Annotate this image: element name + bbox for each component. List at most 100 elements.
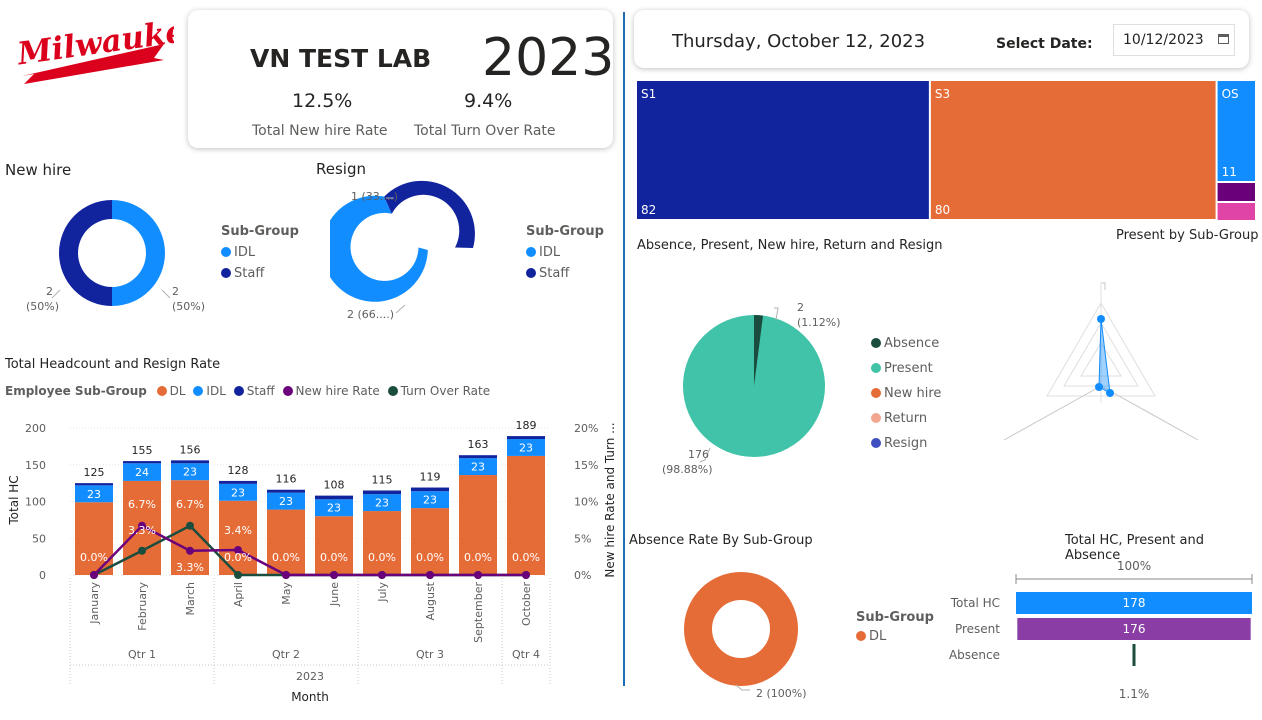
treemap-tile-label: S3	[935, 87, 950, 101]
new-hire-rate-point[interactable]	[426, 571, 434, 579]
legend-item-staff[interactable]: Staff	[526, 266, 604, 281]
bar-idl[interactable]	[507, 439, 545, 456]
resign-idl-slice[interactable]	[330, 195, 428, 302]
y-axis-label: Total HC	[7, 475, 21, 525]
bar-dl[interactable]	[267, 509, 305, 575]
new-hire-rate-point[interactable]	[378, 571, 386, 579]
bar-staff[interactable]	[459, 455, 497, 459]
bar-idl[interactable]	[171, 463, 209, 481]
legend-item-dl[interactable]: DL	[156, 384, 186, 398]
bar-staff[interactable]	[171, 460, 209, 464]
legend-item-turnover-rate[interactable]: Turn Over Rate	[387, 384, 490, 398]
y-tick-label: 50	[32, 532, 46, 545]
bar-dl[interactable]	[75, 502, 113, 575]
new-hire-rate-point[interactable]	[330, 571, 338, 579]
x-tick-label: April	[232, 582, 245, 607]
new-hire-rate-point[interactable]	[282, 571, 290, 579]
new-hire-rate-point[interactable]	[474, 571, 482, 579]
total-data-label: 163	[468, 438, 489, 451]
new-hire-rate-value: 12.5%	[292, 90, 353, 112]
dl-slice[interactable]	[684, 572, 798, 686]
bar-dl[interactable]	[507, 455, 545, 575]
funnel-bar[interactable]	[1132, 644, 1136, 666]
bar-idl[interactable]	[75, 485, 113, 503]
rate-data-label: 0.0%	[80, 551, 108, 564]
bar-dl[interactable]	[459, 475, 497, 575]
treemap-tile-s3[interactable]	[930, 81, 1216, 219]
radar-point[interactable]	[1106, 389, 1114, 397]
legend-item-staff[interactable]: Staff	[221, 266, 299, 281]
x-axis-label: Month	[291, 690, 329, 704]
legend-item-idl[interactable]: IDL	[526, 245, 604, 260]
bar-staff[interactable]	[219, 480, 257, 484]
bar-dl[interactable]	[315, 516, 353, 575]
absence-rate-title: Absence Rate By Sub-Group	[629, 533, 813, 548]
legend-item-staff[interactable]: Staff	[233, 384, 275, 398]
resign-donut: 1 (33....) 2 (66....)	[330, 180, 475, 321]
legend-item-idl[interactable]: IDL	[221, 245, 299, 260]
legend-item-resign[interactable]: Resign	[871, 431, 941, 456]
total-data-label: 115	[372, 473, 393, 486]
calendar-icon[interactable]	[1218, 34, 1229, 44]
legend-item-new-hire-rate[interactable]: New hire Rate	[282, 384, 380, 398]
turnover-rate-point[interactable]	[234, 571, 242, 579]
section-divider	[623, 12, 625, 686]
resign-staff-slice[interactable]	[384, 180, 475, 248]
total-data-label: 119	[420, 471, 441, 484]
legend-item-return[interactable]: Return	[871, 406, 941, 431]
funnel-bar[interactable]	[1016, 592, 1252, 614]
radar-point[interactable]	[1097, 315, 1105, 323]
radar-point[interactable]	[1095, 383, 1103, 391]
present-by-subgroup-title: Present by Sub-Group	[1116, 228, 1259, 243]
bar-idl[interactable]	[123, 463, 161, 481]
headcount-chart-title: Total Headcount and Resign Rate	[5, 357, 221, 372]
bar-staff[interactable]	[75, 483, 113, 486]
new-hire-rate-point[interactable]	[90, 571, 98, 579]
treemap-tile-value: 80	[935, 203, 950, 217]
funnel-bar[interactable]	[1017, 618, 1251, 640]
rate-data-label: 0.0%	[368, 551, 396, 564]
legend-item-idl[interactable]: IDL	[193, 384, 226, 398]
legend-item-new-hire[interactable]: New hire	[871, 381, 941, 406]
quarter-label: Qtr 4	[512, 648, 540, 661]
new-hire-rate-point[interactable]	[138, 521, 146, 530]
legend-item-present[interactable]: Present	[871, 356, 941, 381]
legend-item-dl[interactable]: DL	[856, 629, 934, 644]
treemap-tile-os[interactable]	[1217, 81, 1255, 181]
new-hire-rate-point[interactable]	[234, 546, 242, 555]
bar-staff[interactable]	[123, 461, 161, 464]
rate-data-label: 0.0%	[464, 551, 492, 564]
treemap-tile-s1[interactable]	[637, 81, 929, 219]
bar-idl[interactable]	[315, 499, 353, 517]
new-hire-idl-slice[interactable]	[112, 200, 165, 306]
new-hire-staff-slice[interactable]	[59, 200, 112, 306]
bar-idl[interactable]	[267, 492, 305, 510]
new-hire-rate-point[interactable]	[522, 571, 530, 579]
bar-staff[interactable]	[507, 436, 545, 440]
treemap-tile-small[interactable]	[1217, 183, 1255, 201]
new-hire-rate-line	[93, 524, 526, 577]
treemap-tile-small[interactable]	[1217, 203, 1255, 220]
new-hire-legend: Sub-Group IDL Staff	[221, 224, 299, 281]
absence-slice[interactable]	[754, 315, 763, 386]
idl-data-label: 23	[327, 502, 341, 515]
new-hire-rate-point[interactable]	[186, 546, 194, 555]
bar-idl[interactable]	[363, 494, 401, 512]
bar-dl[interactable]	[363, 511, 401, 575]
turnover-rate-point[interactable]	[186, 521, 194, 530]
bar-staff[interactable]	[363, 490, 401, 495]
bar-staff[interactable]	[267, 489, 305, 493]
idl-data-label: 23	[519, 441, 533, 454]
idl-data-label: 23	[87, 488, 101, 501]
bar-staff[interactable]	[315, 495, 353, 500]
bar-idl[interactable]	[459, 458, 497, 476]
legend-item-absence[interactable]: Absence	[871, 331, 941, 356]
bar-staff[interactable]	[411, 487, 449, 492]
bar-idl[interactable]	[219, 483, 257, 501]
date-picker[interactable]: 10/12/2023	[1113, 24, 1235, 56]
bar-idl[interactable]	[411, 491, 449, 509]
turnover-rate-point[interactable]	[138, 546, 146, 555]
x-tick-label: June	[328, 582, 341, 607]
date-input[interactable]: 10/12/2023	[1123, 32, 1204, 48]
bar-dl[interactable]	[411, 508, 449, 575]
